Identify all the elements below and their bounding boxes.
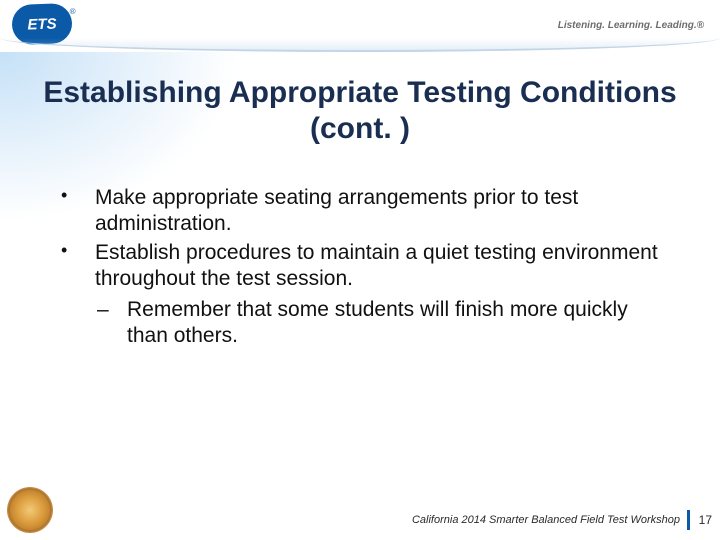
bullet-item: Establish procedures to maintain a quiet… — [55, 240, 670, 291]
header-curve — [0, 38, 720, 52]
footer-divider — [687, 510, 690, 530]
slide-header: ETS Listening. Learning. Leading.® — [0, 0, 720, 52]
footer-text: California 2014 Smarter Balanced Field T… — [412, 514, 680, 526]
bullet-item: Make appropriate seating arrangements pr… — [55, 185, 670, 236]
sub-bullet-item: Remember that some students will finish … — [55, 297, 670, 348]
state-seal-icon — [8, 488, 52, 532]
page-number: 17 — [699, 513, 712, 527]
ets-logo-text: ETS — [27, 15, 57, 33]
header-tagline: Listening. Learning. Leading.® — [558, 20, 704, 31]
slide-title: Establishing Appropriate Testing Conditi… — [0, 75, 720, 147]
bullet-list: Make appropriate seating arrangements pr… — [55, 185, 670, 349]
